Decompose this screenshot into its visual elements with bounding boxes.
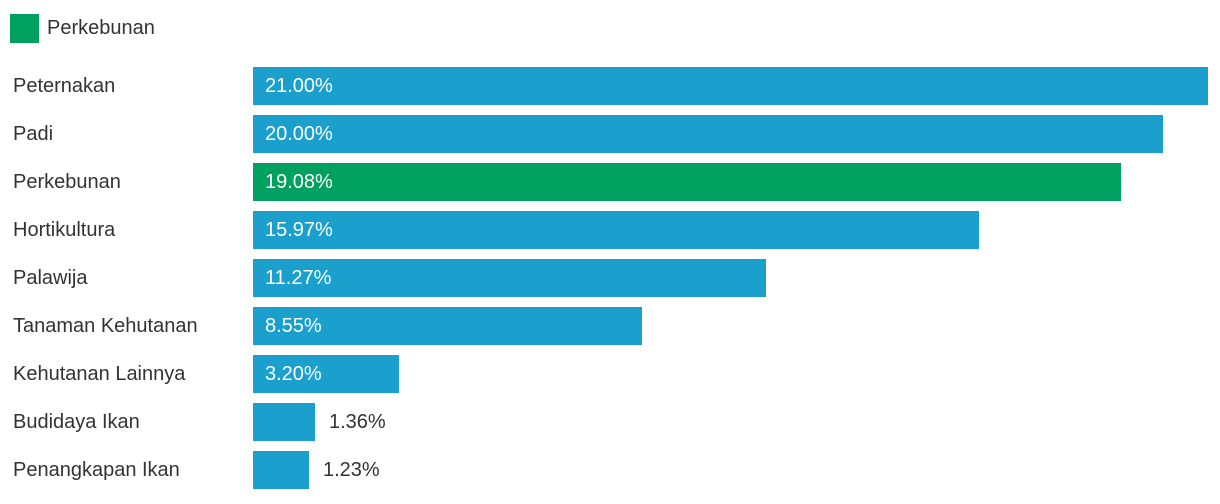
bar-track: 1.36% xyxy=(253,398,1220,446)
category-label-padi: Padi xyxy=(13,122,54,145)
bar-budidaya-ikan[interactable] xyxy=(253,403,315,441)
bar-track: 3.20% xyxy=(253,350,1220,398)
bar-track: 15.97% xyxy=(253,206,1220,254)
legend-swatch xyxy=(10,14,39,43)
chart-row: Tanaman Kehutanan 8.55% xyxy=(0,302,1220,350)
category-label-budidaya-ikan: Budidaya Ikan xyxy=(13,410,140,433)
bar-penangkapan-ikan[interactable] xyxy=(253,451,309,489)
bar-padi[interactable]: 20.00% xyxy=(253,115,1163,153)
category-label-penangkapan-ikan: Penangkapan Ikan xyxy=(13,458,180,481)
category-label-kehutanan-lainnya: Kehutanan Lainnya xyxy=(13,362,186,385)
chart-row: Penangkapan Ikan 1.23% xyxy=(0,446,1220,494)
value-label-peternakan: 21.00% xyxy=(265,74,333,97)
legend[interactable]: Perkebunan xyxy=(0,0,1220,43)
category-label-tanaman-kehutanan: Tanaman Kehutanan xyxy=(13,314,198,337)
value-label-budidaya-ikan: 1.36% xyxy=(329,410,386,433)
category-label-hortikultura: Hortikultura xyxy=(13,218,116,241)
bar-peternakan[interactable]: 21.00% xyxy=(253,67,1208,105)
bar-perkebunan[interactable]: 19.08% xyxy=(253,163,1121,201)
chart-row: Budidaya Ikan 1.36% xyxy=(0,398,1220,446)
chart-rows: Peternakan 21.00% Padi 20.00% Perkebunan 19.0… xyxy=(0,62,1220,494)
value-label-tanaman-kehutanan: 8.55% xyxy=(265,314,322,337)
value-label-perkebunan: 19.08% xyxy=(265,170,333,193)
bar-hortikultura[interactable]: 15.97% xyxy=(253,211,979,249)
category-label-palawija: Palawija xyxy=(13,266,88,289)
value-label-kehutanan-lainnya: 3.20% xyxy=(265,362,322,385)
value-label-penangkapan-ikan: 1.23% xyxy=(323,458,380,481)
category-label-perkebunan: Perkebunan xyxy=(13,170,121,193)
chart-row: Kehutanan Lainnya 3.20% xyxy=(0,350,1220,398)
chart-row: Hortikultura 15.97% xyxy=(0,206,1220,254)
category-label-peternakan: Peternakan xyxy=(13,74,116,97)
bar-track: 20.00% xyxy=(253,110,1220,158)
bar-palawija[interactable]: 11.27% xyxy=(253,259,766,297)
bar-track: 11.27% xyxy=(253,254,1220,302)
value-label-padi: 20.00% xyxy=(265,122,333,145)
bar-track: 1.23% xyxy=(253,446,1220,494)
bar-kehutanan-lainnya[interactable]: 3.20% xyxy=(253,355,399,393)
bar-tanaman-kehutanan[interactable]: 8.55% xyxy=(253,307,642,345)
value-label-hortikultura: 15.97% xyxy=(265,218,333,241)
bar-track: 19.08% xyxy=(253,158,1220,206)
chart-row: Palawija 11.27% xyxy=(0,254,1220,302)
chart-row: Padi 20.00% xyxy=(0,110,1220,158)
bar-track: 21.00% xyxy=(253,62,1220,110)
legend-label: Perkebunan xyxy=(47,17,155,39)
value-label-palawija: 11.27% xyxy=(265,266,332,289)
bar-track: 8.55% xyxy=(253,302,1220,350)
chart-row: Peternakan 21.00% xyxy=(0,62,1220,110)
chart-row: Perkebunan 19.08% xyxy=(0,158,1220,206)
